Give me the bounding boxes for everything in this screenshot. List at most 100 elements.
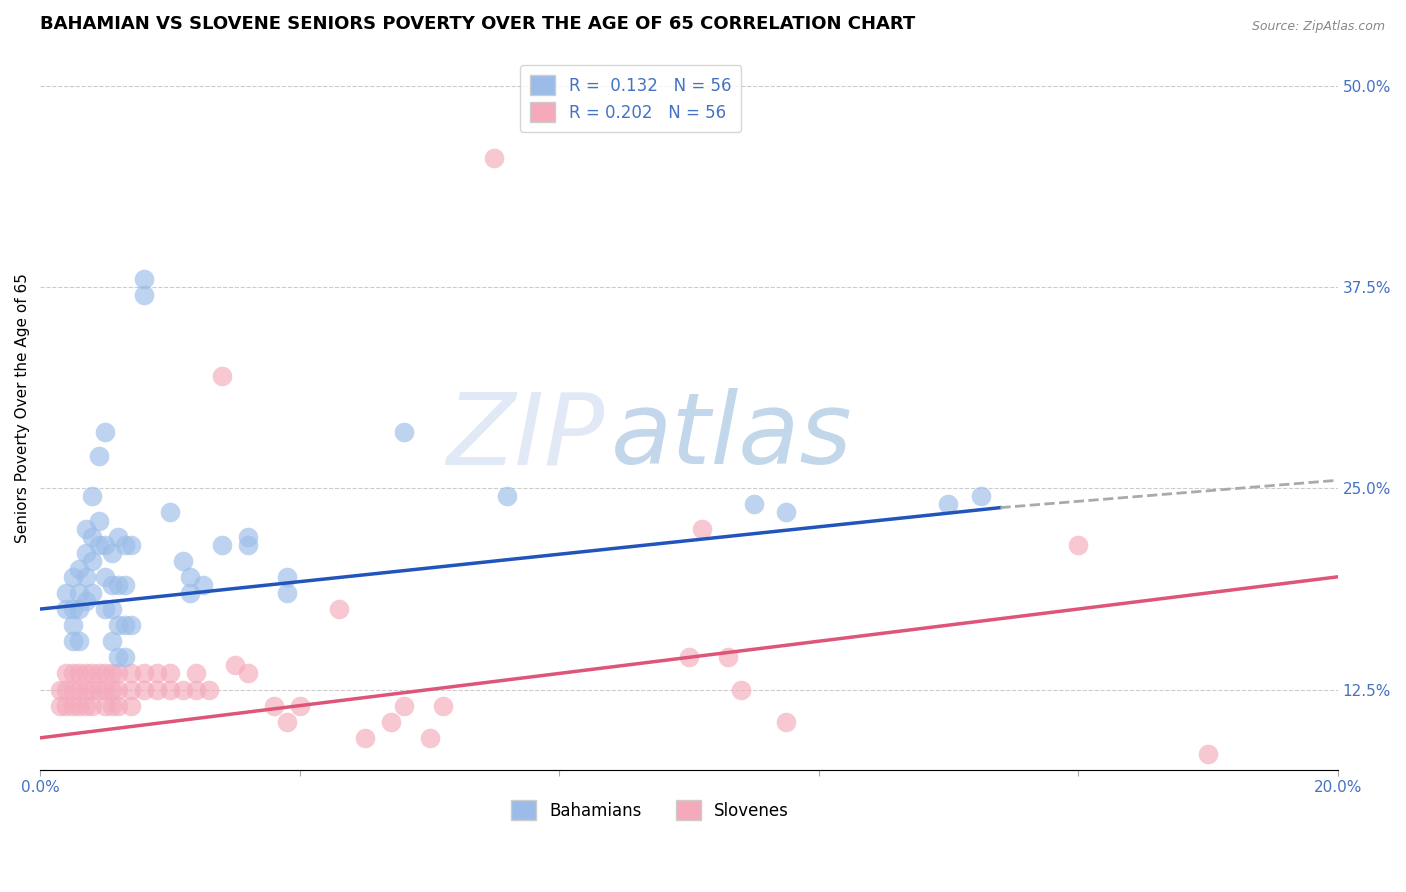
Point bbox=[67, 602, 90, 616]
Point bbox=[107, 650, 129, 665]
Point bbox=[94, 682, 117, 697]
Point bbox=[107, 698, 129, 713]
Point bbox=[172, 554, 194, 568]
Point bbox=[236, 538, 259, 552]
Point bbox=[55, 586, 77, 600]
Point bbox=[62, 698, 84, 713]
Point bbox=[67, 682, 90, 697]
Point bbox=[107, 682, 129, 697]
Point bbox=[62, 602, 84, 616]
Point bbox=[55, 698, 77, 713]
Point bbox=[184, 682, 207, 697]
Point bbox=[276, 586, 298, 600]
Point bbox=[328, 602, 350, 616]
Point bbox=[224, 658, 246, 673]
Point bbox=[87, 666, 110, 681]
Point bbox=[100, 682, 122, 697]
Point bbox=[159, 666, 181, 681]
Point bbox=[717, 650, 740, 665]
Point bbox=[62, 666, 84, 681]
Point bbox=[82, 698, 104, 713]
Point bbox=[55, 602, 77, 616]
Point bbox=[120, 538, 142, 552]
Point bbox=[94, 425, 117, 439]
Point bbox=[353, 731, 375, 745]
Text: BAHAMIAN VS SLOVENE SENIORS POVERTY OVER THE AGE OF 65 CORRELATION CHART: BAHAMIAN VS SLOVENE SENIORS POVERTY OVER… bbox=[41, 15, 915, 33]
Point bbox=[276, 570, 298, 584]
Point bbox=[690, 522, 713, 536]
Point bbox=[146, 666, 169, 681]
Text: Source: ZipAtlas.com: Source: ZipAtlas.com bbox=[1251, 20, 1385, 33]
Point bbox=[62, 570, 84, 584]
Point bbox=[75, 546, 97, 560]
Point bbox=[87, 449, 110, 463]
Point bbox=[107, 530, 129, 544]
Point bbox=[62, 634, 84, 648]
Point bbox=[94, 570, 117, 584]
Point bbox=[100, 546, 122, 560]
Point bbox=[82, 489, 104, 503]
Point bbox=[496, 489, 519, 503]
Point bbox=[276, 714, 298, 729]
Point bbox=[775, 714, 797, 729]
Point bbox=[120, 618, 142, 632]
Point bbox=[938, 497, 960, 511]
Point bbox=[82, 586, 104, 600]
Point bbox=[94, 602, 117, 616]
Point bbox=[75, 594, 97, 608]
Point bbox=[419, 731, 441, 745]
Point bbox=[94, 666, 117, 681]
Point bbox=[94, 538, 117, 552]
Point bbox=[392, 698, 415, 713]
Point bbox=[263, 698, 285, 713]
Point bbox=[75, 698, 97, 713]
Point bbox=[100, 698, 122, 713]
Point bbox=[114, 618, 136, 632]
Point bbox=[87, 514, 110, 528]
Point bbox=[134, 272, 156, 286]
Point bbox=[159, 682, 181, 697]
Point bbox=[184, 666, 207, 681]
Point bbox=[62, 618, 84, 632]
Point bbox=[120, 682, 142, 697]
Point bbox=[100, 578, 122, 592]
Point bbox=[67, 698, 90, 713]
Point bbox=[236, 530, 259, 544]
Point bbox=[49, 698, 72, 713]
Point bbox=[678, 650, 700, 665]
Point bbox=[55, 666, 77, 681]
Point bbox=[236, 666, 259, 681]
Legend: Bahamians, Slovenes: Bahamians, Slovenes bbox=[505, 793, 796, 827]
Point bbox=[82, 682, 104, 697]
Point bbox=[730, 682, 752, 697]
Y-axis label: Seniors Poverty Over the Age of 65: Seniors Poverty Over the Age of 65 bbox=[15, 273, 30, 542]
Point bbox=[107, 578, 129, 592]
Point bbox=[432, 698, 454, 713]
Point bbox=[67, 586, 90, 600]
Point bbox=[742, 497, 765, 511]
Point bbox=[67, 562, 90, 576]
Point bbox=[392, 425, 415, 439]
Point bbox=[288, 698, 311, 713]
Point bbox=[191, 578, 214, 592]
Point bbox=[1067, 538, 1090, 552]
Point bbox=[55, 682, 77, 697]
Point bbox=[134, 288, 156, 302]
Point bbox=[172, 682, 194, 697]
Point bbox=[159, 506, 181, 520]
Point bbox=[94, 698, 117, 713]
Point bbox=[75, 682, 97, 697]
Point bbox=[120, 666, 142, 681]
Point bbox=[75, 522, 97, 536]
Point bbox=[134, 682, 156, 697]
Point bbox=[49, 682, 72, 697]
Point bbox=[179, 570, 201, 584]
Point bbox=[1197, 747, 1219, 761]
Point bbox=[100, 666, 122, 681]
Point bbox=[211, 538, 233, 552]
Point bbox=[75, 666, 97, 681]
Point bbox=[380, 714, 402, 729]
Point bbox=[211, 368, 233, 383]
Point bbox=[120, 698, 142, 713]
Point bbox=[75, 570, 97, 584]
